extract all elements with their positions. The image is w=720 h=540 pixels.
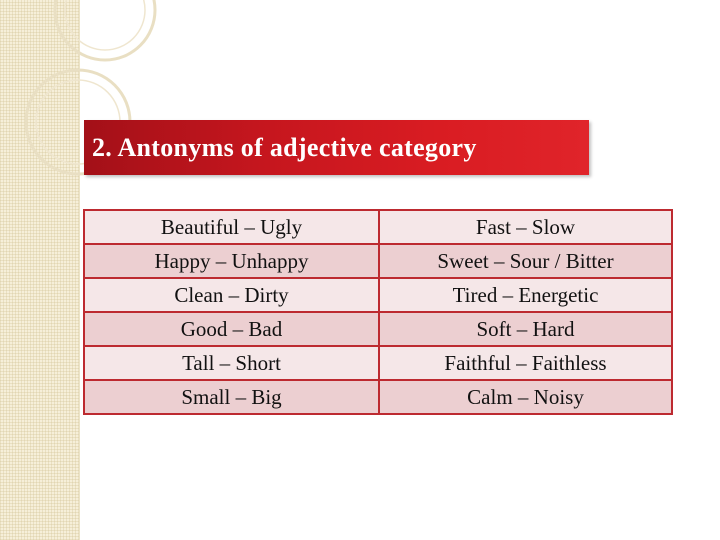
table-cell: Fast – Slow <box>378 209 673 245</box>
table-row: Good – Bad Soft – Hard <box>83 311 673 347</box>
table-cell: Calm – Noisy <box>378 379 673 415</box>
table-row: Beautiful – Ugly Fast – Slow <box>83 209 673 245</box>
table-cell: Tall – Short <box>83 345 380 381</box>
table-cell: Good – Bad <box>83 311 380 347</box>
table-cell: Soft – Hard <box>378 311 673 347</box>
table-row: Small – Big Calm – Noisy <box>83 379 673 415</box>
table-cell: Happy – Unhappy <box>83 243 380 279</box>
table-row: Tall – Short Faithful – Faithless <box>83 345 673 381</box>
antonyms-table: Beautiful – Ugly Fast – Slow Happy – Unh… <box>83 209 673 415</box>
table-cell: Small – Big <box>83 379 380 415</box>
table-cell: Faithful – Faithless <box>378 345 673 381</box>
table-cell: Beautiful – Ugly <box>83 209 380 245</box>
decorative-rings <box>24 0 157 176</box>
slide-title-bar: 2. Antonyms of adjective category <box>84 120 589 175</box>
decorative-side-strip <box>0 0 80 540</box>
table-row: Clean – Dirty Tired – Energetic <box>83 277 673 313</box>
table-cell: Tired – Energetic <box>378 277 673 313</box>
table-row: Happy – Unhappy Sweet – Sour / Bitter <box>83 243 673 279</box>
table-cell: Sweet – Sour / Bitter <box>378 243 673 279</box>
slide-title: 2. Antonyms of adjective category <box>92 132 477 162</box>
table-cell: Clean – Dirty <box>83 277 380 313</box>
